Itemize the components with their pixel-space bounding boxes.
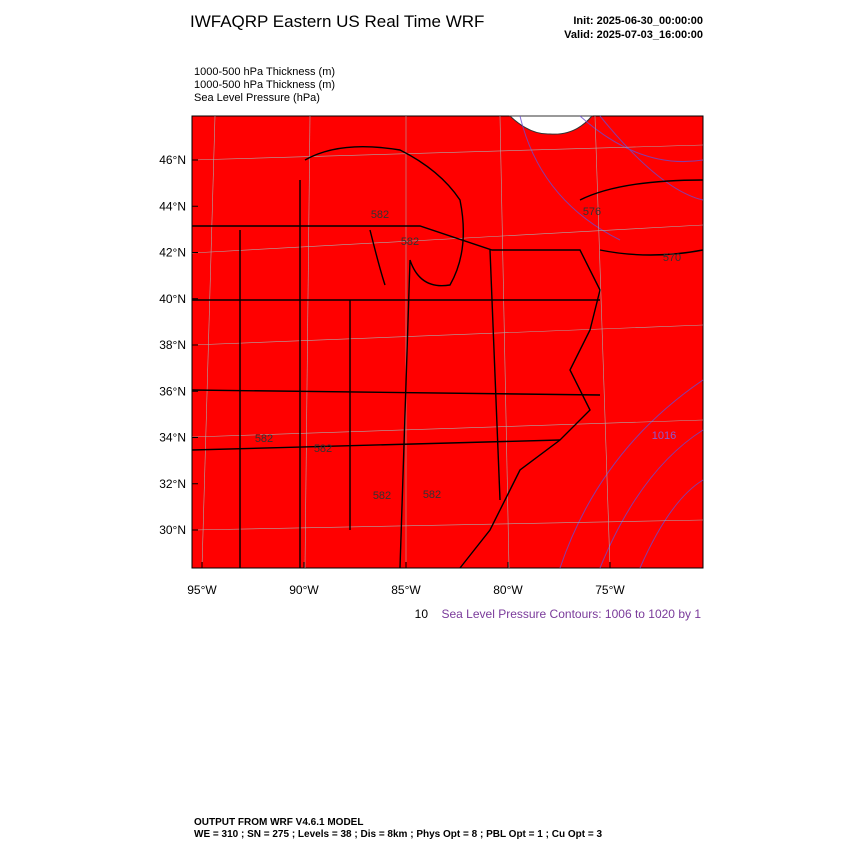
lat-label: 38°N: [159, 338, 186, 352]
map: [191, 115, 704, 569]
lat-label: 32°N: [159, 477, 186, 491]
contour-label: 1016: [652, 430, 676, 442]
lat-label: 40°N: [159, 292, 186, 306]
contour-label: 576: [583, 206, 601, 218]
contour-label: 582: [373, 490, 391, 502]
footer-line: WE = 310 ; SN = 275 ; Levels = 38 ; Dis …: [194, 829, 602, 840]
field-label: Sea Level Pressure (hPa): [194, 92, 320, 104]
contour-label: 582: [423, 489, 441, 501]
map-frame: [191, 115, 704, 569]
contour-label: 570: [663, 252, 681, 264]
lon-label: 90°W: [289, 583, 319, 597]
lat-label: 42°N: [159, 246, 186, 260]
contour-label: 582: [401, 236, 419, 248]
field-label: 1000-500 hPa Thickness (m): [194, 66, 335, 78]
lon-label: 95°W: [187, 583, 217, 597]
field-label: 1000-500 hPa Thickness (m): [194, 79, 335, 91]
lat-label: 44°N: [159, 199, 186, 213]
title: IWFAQRP Eastern US Real Time WRF: [190, 12, 484, 31]
boundaries: [191, 146, 704, 569]
graticule: [191, 115, 704, 569]
contour-label: 582: [371, 209, 389, 221]
valid-time: Valid: 2025-07-03_16:00:00: [564, 29, 703, 41]
lat-label: 46°N: [159, 153, 186, 167]
lon-label: 85°W: [391, 583, 421, 597]
contour-label: 582: [255, 433, 273, 445]
pressure-contours: [519, 115, 704, 569]
lon-label: 80°W: [493, 583, 523, 597]
lat-label: 30°N: [159, 523, 186, 537]
lon-label: 75°W: [595, 583, 625, 597]
contour-legend: Sea Level Pressure Contours: 1006 to 102…: [442, 607, 702, 621]
contour-label: 582: [314, 443, 332, 455]
legend-overlap: 10: [415, 607, 429, 621]
init-time: Init: 2025-06-30_00:00:00: [573, 15, 703, 27]
footer-line: OUTPUT FROM WRF V4.6.1 MODEL: [194, 817, 363, 828]
lat-label: 34°N: [159, 431, 186, 445]
lat-label: 36°N: [159, 384, 186, 398]
